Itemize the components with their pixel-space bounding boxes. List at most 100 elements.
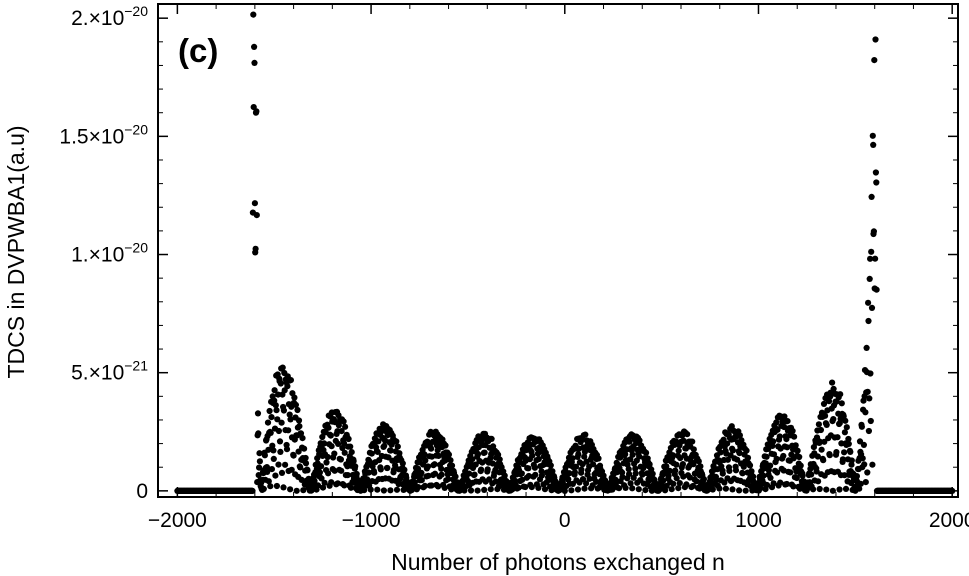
data-point bbox=[299, 435, 306, 442]
data-point bbox=[864, 469, 871, 476]
panel-label: (c) bbox=[178, 32, 218, 69]
data-point bbox=[719, 470, 726, 477]
data-point bbox=[581, 453, 588, 460]
data-point bbox=[285, 427, 292, 434]
data-point bbox=[280, 484, 287, 491]
data-point bbox=[627, 480, 634, 487]
data-point bbox=[256, 464, 263, 471]
data-point bbox=[649, 470, 656, 477]
data-point bbox=[348, 449, 355, 456]
data-point bbox=[441, 484, 448, 491]
data-point bbox=[590, 461, 597, 468]
data-point bbox=[422, 457, 429, 464]
data-point bbox=[301, 445, 308, 452]
data-point bbox=[538, 472, 546, 479]
data-point bbox=[270, 455, 277, 462]
data-point bbox=[841, 472, 848, 479]
data-point bbox=[666, 467, 673, 474]
data-point bbox=[871, 57, 878, 64]
data-point bbox=[252, 245, 259, 252]
data-point bbox=[328, 479, 335, 486]
data-point bbox=[445, 451, 452, 458]
data-point bbox=[304, 467, 311, 474]
data-point bbox=[813, 468, 820, 475]
data-point bbox=[729, 486, 736, 493]
data-point bbox=[858, 423, 866, 430]
x-tick-label: 2000 bbox=[929, 509, 969, 532]
data-point bbox=[495, 451, 502, 458]
data-point bbox=[784, 418, 791, 425]
data-point bbox=[632, 465, 639, 472]
data-point bbox=[318, 463, 325, 470]
data-point bbox=[478, 466, 485, 473]
data-point bbox=[260, 485, 267, 492]
data-point bbox=[393, 438, 400, 445]
data-point bbox=[435, 452, 442, 459]
data-point bbox=[869, 132, 876, 139]
data-point bbox=[646, 461, 653, 468]
y-tick-label: 0 bbox=[136, 480, 148, 503]
data-point bbox=[487, 486, 494, 493]
data-point bbox=[547, 462, 554, 469]
data-point bbox=[670, 480, 677, 487]
data-point bbox=[776, 433, 783, 440]
data-point bbox=[276, 438, 284, 445]
data-point bbox=[288, 466, 295, 473]
data-point bbox=[466, 470, 473, 477]
data-point bbox=[251, 59, 258, 66]
data-point bbox=[431, 470, 439, 477]
data-point bbox=[665, 472, 672, 479]
x-axis-label: Number of photons exchanged n bbox=[391, 549, 725, 575]
data-point bbox=[810, 486, 817, 493]
data-point bbox=[746, 462, 754, 469]
data-point bbox=[319, 433, 326, 441]
y-tick-labels: 0 5.×10−21 1.×10−20 1.5×10−20 2.×10−20 bbox=[59, 3, 148, 503]
data-point bbox=[675, 447, 682, 454]
data-point bbox=[669, 452, 677, 459]
data-point bbox=[501, 472, 508, 479]
data-point bbox=[867, 255, 874, 262]
data-point bbox=[316, 469, 323, 476]
data-point bbox=[841, 429, 849, 436]
data-point bbox=[814, 453, 821, 460]
data-point bbox=[273, 482, 280, 490]
data-point bbox=[783, 436, 790, 443]
data-point bbox=[469, 456, 476, 463]
data-point bbox=[350, 458, 357, 465]
data-point bbox=[736, 450, 743, 457]
data-point bbox=[287, 486, 294, 493]
data-point bbox=[347, 443, 354, 450]
data-point bbox=[815, 421, 823, 428]
data-point bbox=[815, 478, 822, 485]
data-point bbox=[679, 461, 687, 468]
data-point bbox=[275, 391, 282, 398]
data-point bbox=[763, 481, 771, 489]
data-point bbox=[859, 455, 866, 462]
data-point bbox=[823, 421, 830, 428]
data-point bbox=[297, 430, 305, 437]
data-point bbox=[569, 455, 576, 462]
data-point bbox=[263, 464, 270, 471]
data-point bbox=[837, 391, 844, 398]
data-point bbox=[438, 471, 445, 478]
data-point bbox=[525, 472, 532, 480]
data-point bbox=[392, 462, 399, 469]
data-point bbox=[535, 484, 542, 491]
data-point bbox=[352, 463, 359, 470]
data-point bbox=[381, 442, 388, 450]
data-point bbox=[311, 477, 318, 485]
data-point bbox=[856, 485, 863, 492]
data-point bbox=[268, 466, 275, 473]
data-point bbox=[600, 472, 607, 479]
data-point bbox=[290, 452, 297, 459]
data-point bbox=[474, 487, 481, 494]
data-point bbox=[865, 427, 873, 435]
data-point bbox=[583, 480, 590, 487]
data-point bbox=[869, 461, 876, 468]
data-point bbox=[572, 463, 580, 470]
data-point bbox=[866, 395, 873, 402]
data-point bbox=[474, 451, 482, 458]
data-point bbox=[872, 255, 879, 262]
data-point bbox=[816, 485, 823, 493]
data-point bbox=[255, 472, 262, 479]
